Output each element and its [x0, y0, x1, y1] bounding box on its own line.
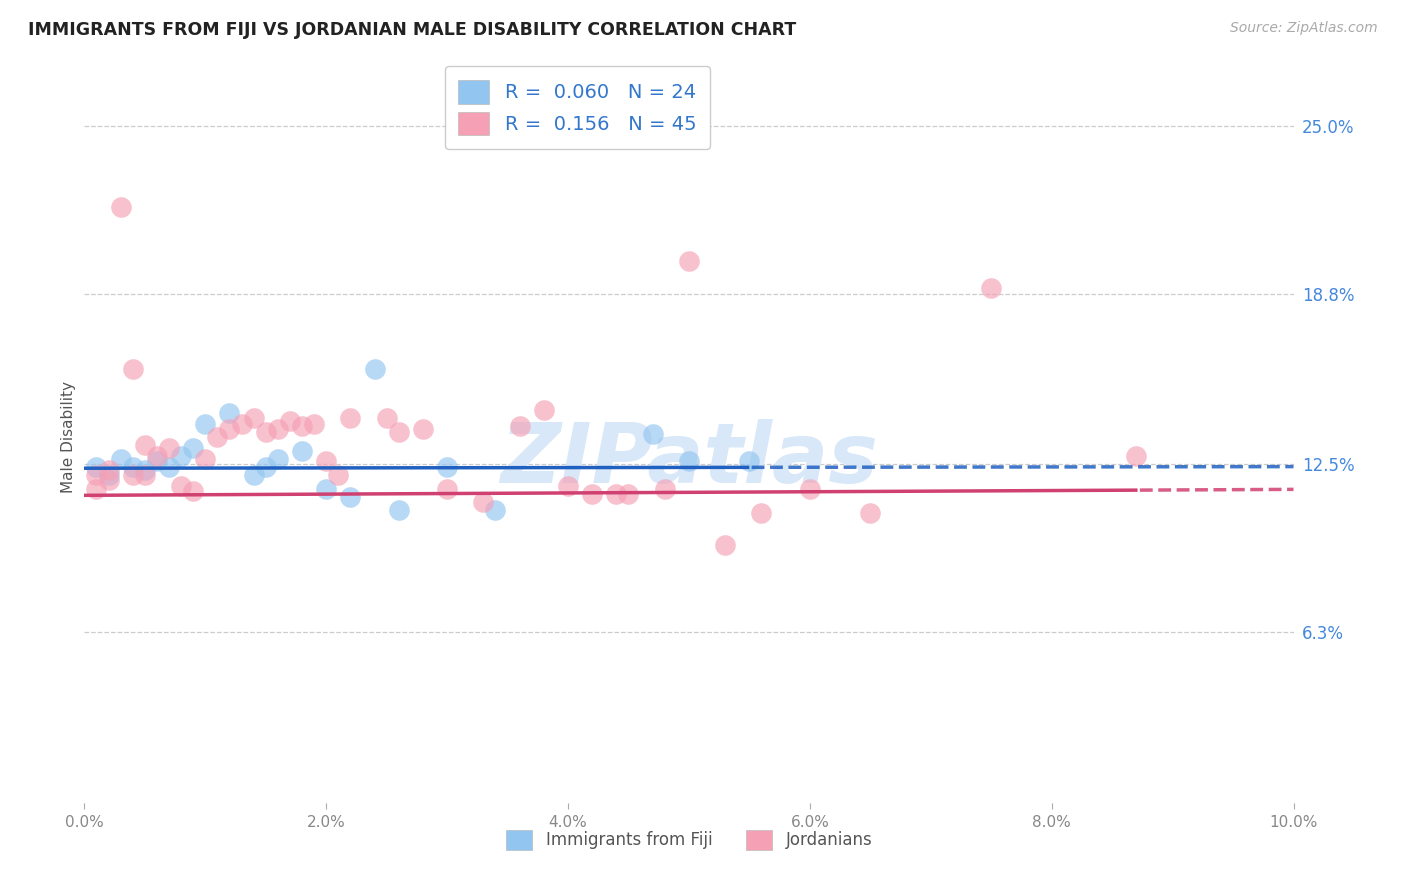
Point: [641, 427, 664, 442]
Point: [509, 419, 531, 434]
Text: IMMIGRANTS FROM FIJI VS JORDANIAN MALE DISABILITY CORRELATION CHART: IMMIGRANTS FROM FIJI VS JORDANIAN MALE D…: [28, 21, 796, 38]
Point: [97, 474, 120, 488]
Point: [242, 411, 264, 425]
Point: [134, 468, 156, 483]
Point: [146, 449, 169, 463]
Point: [388, 503, 411, 517]
Point: [134, 438, 156, 452]
Point: [181, 484, 204, 499]
Point: [194, 451, 217, 466]
Text: Source: ZipAtlas.com: Source: ZipAtlas.com: [1230, 21, 1378, 35]
Point: [134, 462, 156, 476]
Point: [86, 482, 108, 496]
Point: [605, 487, 627, 501]
Point: [751, 506, 773, 520]
Point: [1125, 449, 1147, 463]
Point: [170, 479, 193, 493]
Point: [291, 443, 314, 458]
Point: [714, 538, 737, 552]
Point: [302, 417, 325, 431]
Point: [339, 490, 361, 504]
Point: [242, 468, 264, 483]
Legend: Immigrants from Fiji, Jordanians: Immigrants from Fiji, Jordanians: [499, 823, 879, 856]
Point: [859, 506, 882, 520]
Point: [799, 482, 821, 496]
Point: [121, 362, 143, 376]
Point: [533, 403, 555, 417]
Point: [291, 419, 314, 434]
Text: ZIPatlas: ZIPatlas: [501, 418, 877, 500]
Point: [363, 362, 385, 376]
Point: [375, 411, 398, 425]
Point: [97, 462, 120, 476]
Point: [339, 411, 361, 425]
Point: [678, 254, 700, 268]
Point: [254, 425, 277, 439]
Point: [86, 459, 108, 474]
Point: [121, 468, 143, 483]
Point: [472, 495, 495, 509]
Point: [581, 487, 603, 501]
Point: [278, 414, 301, 428]
Point: [315, 454, 337, 468]
Point: [436, 482, 458, 496]
Point: [980, 281, 1002, 295]
Point: [412, 422, 434, 436]
Point: [121, 459, 143, 474]
Point: [218, 422, 240, 436]
Point: [218, 406, 240, 420]
Point: [207, 430, 229, 444]
Point: [328, 468, 350, 483]
Point: [170, 449, 193, 463]
Point: [557, 479, 579, 493]
Point: [654, 482, 676, 496]
Point: [436, 459, 458, 474]
Point: [267, 451, 290, 466]
Point: [738, 454, 761, 468]
Y-axis label: Male Disability: Male Disability: [60, 381, 76, 493]
Point: [110, 200, 132, 214]
Point: [388, 425, 411, 439]
Point: [267, 422, 290, 436]
Point: [231, 417, 253, 431]
Point: [484, 503, 506, 517]
Point: [157, 441, 180, 455]
Point: [181, 441, 204, 455]
Point: [86, 468, 108, 483]
Point: [678, 454, 700, 468]
Point: [146, 454, 169, 468]
Point: [254, 459, 277, 474]
Point: [617, 487, 640, 501]
Point: [97, 468, 120, 483]
Point: [194, 417, 217, 431]
Point: [315, 482, 337, 496]
Point: [157, 459, 180, 474]
Point: [110, 451, 132, 466]
